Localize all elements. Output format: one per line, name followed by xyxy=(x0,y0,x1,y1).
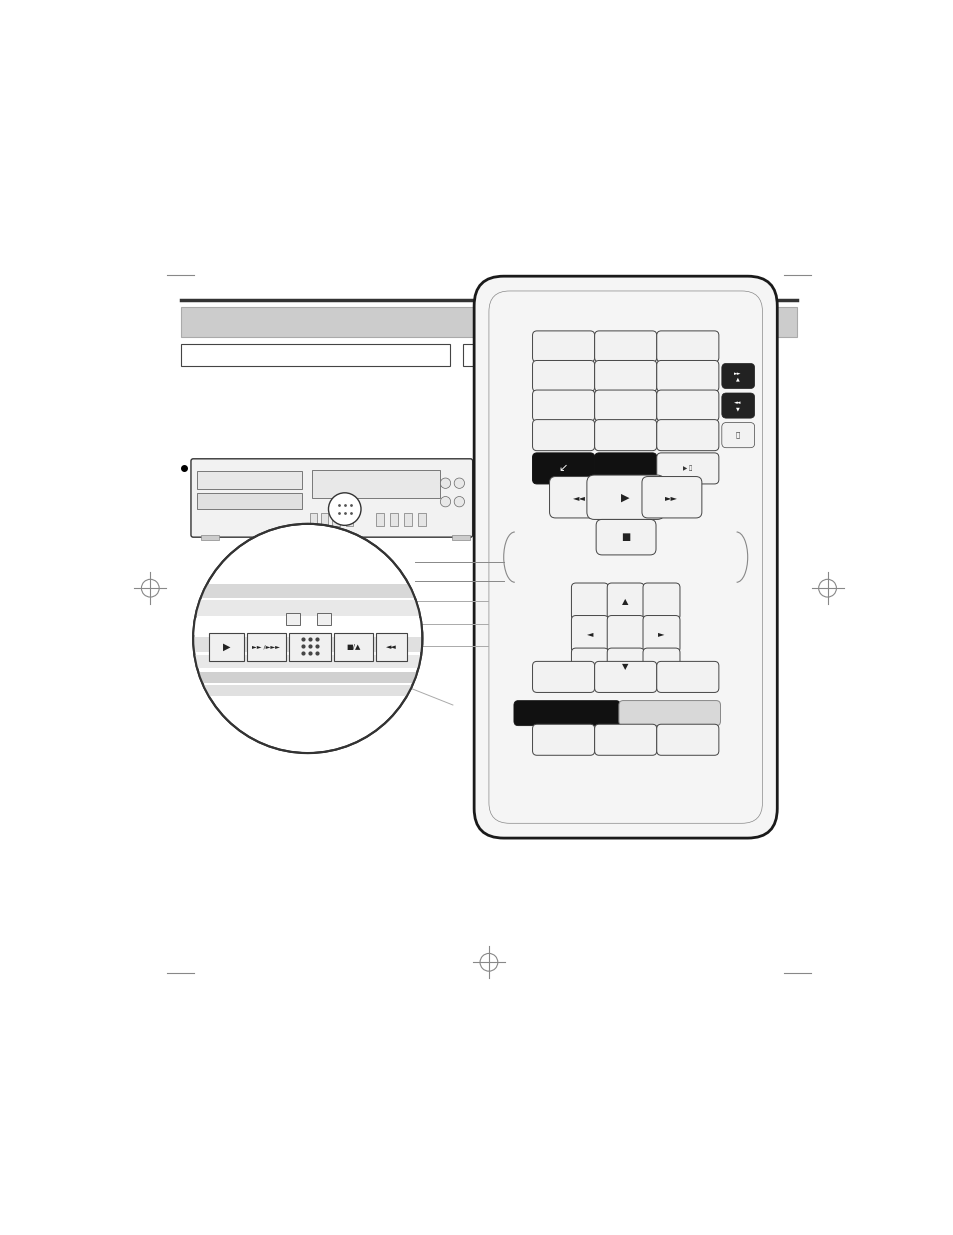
Circle shape xyxy=(454,496,464,506)
Circle shape xyxy=(193,524,422,753)
Circle shape xyxy=(328,493,360,525)
FancyBboxPatch shape xyxy=(532,331,594,362)
FancyBboxPatch shape xyxy=(642,583,679,620)
FancyBboxPatch shape xyxy=(594,724,656,756)
FancyBboxPatch shape xyxy=(594,662,656,693)
Bar xyxy=(194,600,421,616)
Text: ⏸: ⏸ xyxy=(736,432,740,438)
Bar xyxy=(180,308,797,337)
Bar xyxy=(462,345,732,367)
FancyBboxPatch shape xyxy=(618,700,720,726)
FancyBboxPatch shape xyxy=(532,453,594,484)
Text: ►►: ►► xyxy=(664,493,678,501)
FancyBboxPatch shape xyxy=(606,583,643,620)
FancyBboxPatch shape xyxy=(656,361,719,391)
FancyBboxPatch shape xyxy=(594,361,656,391)
Circle shape xyxy=(454,478,464,488)
Text: ▶: ▶ xyxy=(222,642,230,652)
Bar xyxy=(247,632,285,661)
FancyBboxPatch shape xyxy=(641,477,701,517)
Bar xyxy=(194,672,421,683)
FancyBboxPatch shape xyxy=(656,390,719,421)
Text: ►► /►►►: ►► /►►► xyxy=(253,645,280,650)
Bar xyxy=(209,632,244,661)
Bar xyxy=(285,614,300,625)
FancyBboxPatch shape xyxy=(656,420,719,451)
Bar xyxy=(335,632,373,661)
Bar xyxy=(196,493,302,509)
Bar xyxy=(310,513,317,526)
Bar xyxy=(194,584,421,598)
Text: ◄◄: ◄◄ xyxy=(573,493,585,501)
FancyBboxPatch shape xyxy=(532,361,594,391)
FancyBboxPatch shape xyxy=(721,422,754,448)
Text: ◄◄: ◄◄ xyxy=(386,643,396,650)
FancyBboxPatch shape xyxy=(191,458,472,537)
Text: ■/▲: ■/▲ xyxy=(346,643,360,650)
Text: ▼: ▼ xyxy=(621,662,628,671)
Bar xyxy=(390,513,397,526)
Bar xyxy=(194,685,421,697)
Text: ▶ ⏸: ▶ ⏸ xyxy=(682,466,692,472)
Bar xyxy=(194,655,421,668)
FancyBboxPatch shape xyxy=(656,331,719,362)
FancyBboxPatch shape xyxy=(594,420,656,451)
Text: ◄◄
▼: ◄◄ ▼ xyxy=(734,400,741,411)
Bar xyxy=(194,637,421,652)
Bar xyxy=(403,513,412,526)
FancyBboxPatch shape xyxy=(532,420,594,451)
Bar xyxy=(194,619,421,635)
Text: ■: ■ xyxy=(620,532,630,542)
FancyBboxPatch shape xyxy=(606,648,643,685)
FancyBboxPatch shape xyxy=(656,724,719,756)
Circle shape xyxy=(440,496,450,506)
Text: ◄: ◄ xyxy=(586,630,593,638)
Text: ▶: ▶ xyxy=(620,493,629,503)
FancyBboxPatch shape xyxy=(721,363,754,389)
FancyBboxPatch shape xyxy=(525,742,724,794)
Text: ▲: ▲ xyxy=(621,597,628,606)
FancyBboxPatch shape xyxy=(474,277,777,839)
FancyBboxPatch shape xyxy=(571,615,608,652)
Text: ►: ► xyxy=(658,630,664,638)
Bar xyxy=(417,513,425,526)
Bar xyxy=(452,535,470,540)
Bar xyxy=(332,513,339,526)
FancyBboxPatch shape xyxy=(721,393,754,419)
FancyBboxPatch shape xyxy=(596,520,656,555)
FancyBboxPatch shape xyxy=(571,583,608,620)
FancyBboxPatch shape xyxy=(594,331,656,362)
FancyBboxPatch shape xyxy=(594,453,656,484)
FancyBboxPatch shape xyxy=(594,390,656,421)
FancyBboxPatch shape xyxy=(656,453,719,484)
FancyBboxPatch shape xyxy=(549,477,609,517)
Text: ►►
▲: ►► ▲ xyxy=(734,370,741,382)
Bar xyxy=(312,469,439,498)
FancyBboxPatch shape xyxy=(586,475,664,520)
FancyBboxPatch shape xyxy=(532,390,594,421)
Bar xyxy=(288,632,331,661)
FancyBboxPatch shape xyxy=(606,615,643,652)
Text: ↙: ↙ xyxy=(558,463,568,473)
Bar xyxy=(200,535,219,540)
FancyBboxPatch shape xyxy=(571,648,608,685)
FancyBboxPatch shape xyxy=(532,662,594,693)
Bar xyxy=(180,345,450,367)
Bar xyxy=(320,513,328,526)
FancyBboxPatch shape xyxy=(514,700,619,726)
Bar xyxy=(345,513,353,526)
Circle shape xyxy=(440,478,450,488)
FancyBboxPatch shape xyxy=(642,648,679,685)
FancyBboxPatch shape xyxy=(656,662,719,693)
Bar xyxy=(375,513,383,526)
Bar xyxy=(196,471,302,489)
FancyBboxPatch shape xyxy=(532,724,594,756)
Bar xyxy=(316,614,331,625)
FancyBboxPatch shape xyxy=(642,615,679,652)
Bar xyxy=(375,632,406,661)
